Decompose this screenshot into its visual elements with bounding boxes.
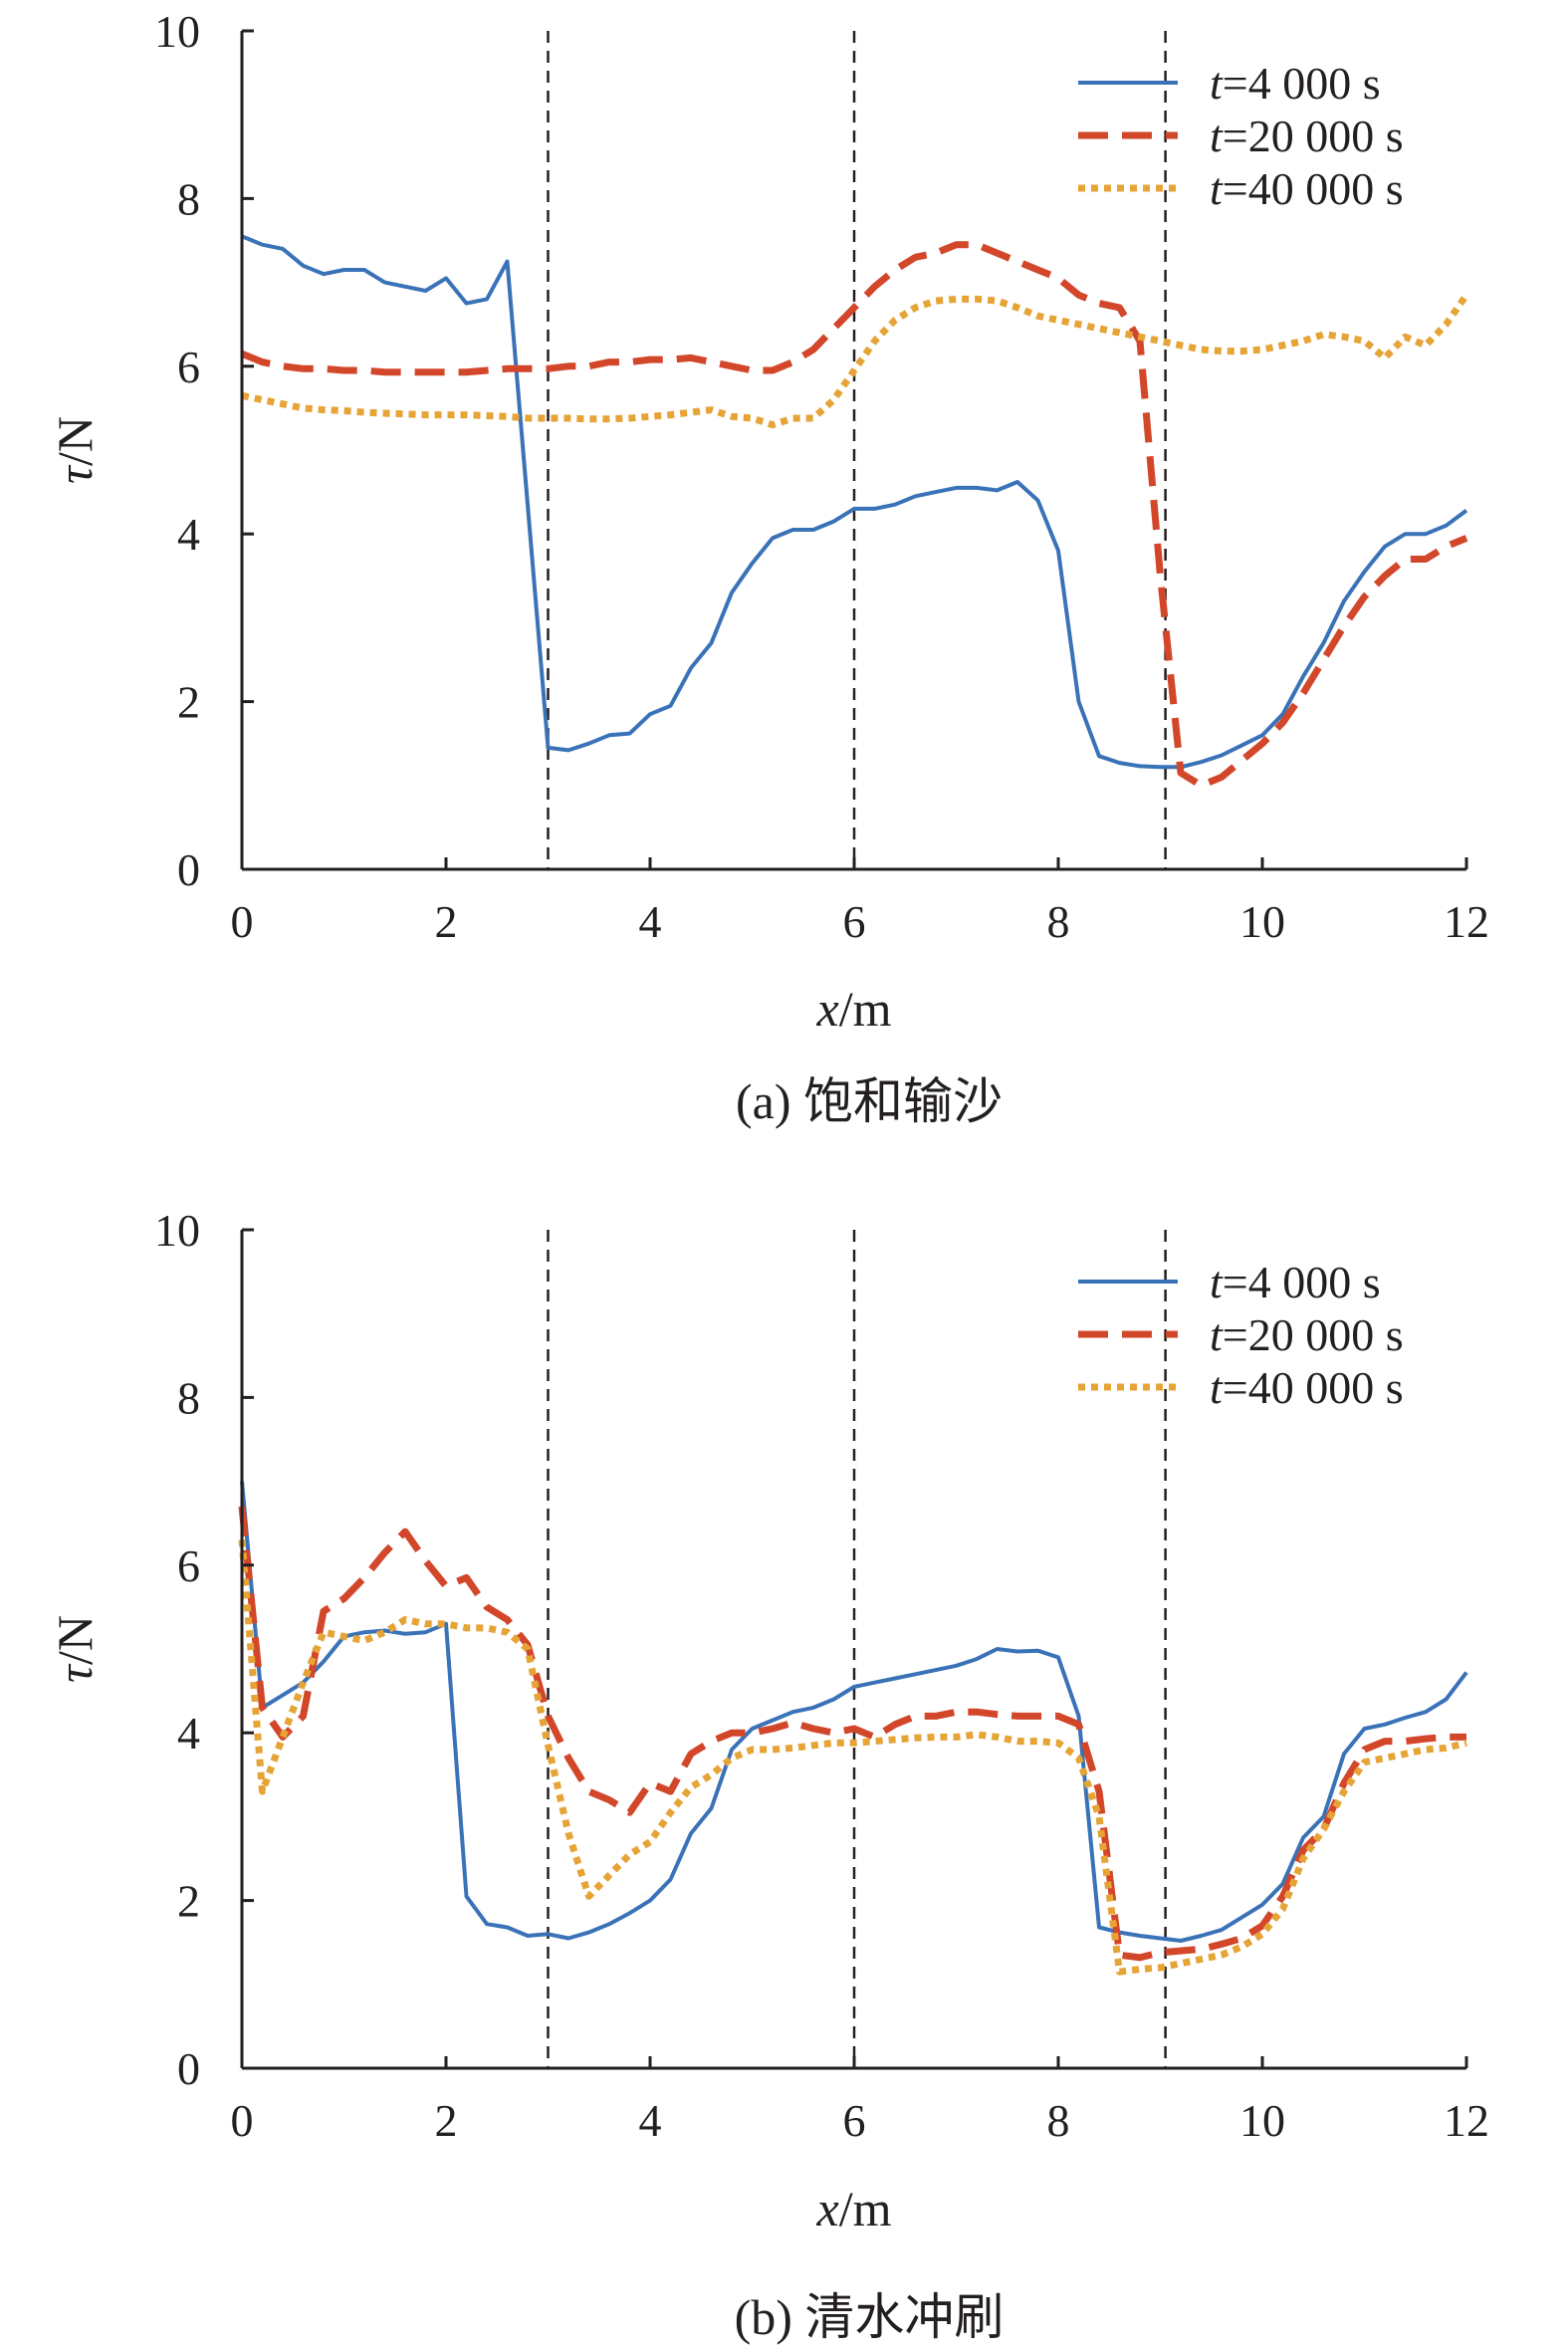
- legend-entry-40000s: t=40 000 s: [1210, 163, 1404, 214]
- x-tick-label: 0: [231, 896, 254, 947]
- y-tick-label: 6: [177, 1540, 200, 1591]
- legend-var: t: [1210, 1257, 1224, 1307]
- y-tick-label: 0: [177, 2043, 200, 2094]
- x-axis-var: x: [816, 2181, 839, 2236]
- legend-label: =20 000 s: [1223, 1309, 1404, 1360]
- x-tick-label: 2: [435, 2095, 458, 2146]
- legend-entry-40000s: t=40 000 s: [1210, 1362, 1404, 1413]
- y-axis-var: τ: [47, 1663, 103, 1683]
- y-axis-var: τ: [47, 464, 103, 484]
- legend-label: =40 000 s: [1223, 1362, 1404, 1413]
- series-line-1: [241, 234, 1468, 770]
- legend-label: =20 000 s: [1223, 111, 1404, 161]
- series-line-2: [238, 1506, 1466, 1962]
- legend-var: t: [1210, 111, 1224, 161]
- x-tick-label: 6: [843, 896, 866, 947]
- y-tick-label: 0: [177, 844, 200, 895]
- y-axis-unit: /N: [47, 1615, 103, 1665]
- legend-entry-4000s: t=4 000 s: [1210, 58, 1381, 109]
- figure-caption: (a) 饱和输沙: [736, 1073, 1003, 1129]
- x-tick-label: 4: [639, 2095, 662, 2146]
- series-line-1: [240, 1481, 1468, 1943]
- y-axis-label: τ/N: [47, 416, 103, 484]
- y-tick-label: 2: [177, 677, 200, 728]
- legend-var: t: [1210, 1309, 1224, 1360]
- series-line-3: [238, 1539, 1467, 1976]
- legend-var: t: [1210, 58, 1224, 109]
- x-tick-label: 10: [1239, 896, 1285, 947]
- legend-var: t: [1210, 1362, 1224, 1413]
- y-tick-label: 4: [177, 509, 200, 560]
- legend-entry-20000s: t=20 000 s: [1210, 1309, 1404, 1360]
- series-line-2: [240, 241, 1468, 790]
- x-tick-label: 6: [843, 2095, 866, 2146]
- figure-b: 0 2 4 6 8 10 12 0 2 4 6 8 10 t=4 000 s t=20 000 s t=…: [0, 1176, 1568, 2352]
- y-tick-label: 8: [177, 1372, 200, 1423]
- legend-label: =4 000 s: [1223, 1257, 1381, 1307]
- legend-var: t: [1210, 163, 1224, 214]
- series-line-3: [241, 293, 1469, 429]
- x-tick-label: 12: [1444, 2095, 1489, 2146]
- x-axis-var: x: [816, 981, 839, 1037]
- y-tick-label: 4: [177, 1708, 200, 1759]
- legend-label: =40 000 s: [1223, 163, 1404, 214]
- x-tick-label: 12: [1444, 896, 1489, 947]
- y-axis-unit: /N: [47, 416, 103, 466]
- x-tick-label: 2: [435, 896, 458, 947]
- x-axis-unit: /m: [839, 981, 892, 1037]
- y-axis-label: τ/N: [47, 1615, 103, 1683]
- y-tick-label: 6: [177, 342, 200, 392]
- y-tick-label: 8: [177, 173, 200, 224]
- legend-entry-4000s: t=4 000 s: [1210, 1257, 1381, 1307]
- x-axis-label: x/m: [816, 981, 892, 1037]
- x-axis-unit: /m: [839, 2181, 892, 2236]
- x-tick-label: 4: [639, 896, 662, 947]
- legend-label: =4 000 s: [1223, 58, 1381, 109]
- legend-entry-20000s: t=20 000 s: [1210, 111, 1404, 161]
- y-tick-label: 10: [154, 1205, 200, 1256]
- figure-caption: (b) 清水冲刷: [735, 2289, 1005, 2345]
- y-tick-label: 2: [177, 1876, 200, 1927]
- x-axis-label: x/m: [816, 2181, 892, 2236]
- figure-a: 0 2 4 6 8 10 12 0 2 4 6 8 10 t=4 000 s t=20 000 s t=…: [47, 6, 1489, 1129]
- y-tick-label: 10: [154, 6, 200, 57]
- x-tick-label: 8: [1047, 2095, 1070, 2146]
- x-tick-label: 8: [1047, 896, 1070, 947]
- x-tick-label: 0: [231, 2095, 254, 2146]
- x-tick-label: 10: [1239, 2095, 1285, 2146]
